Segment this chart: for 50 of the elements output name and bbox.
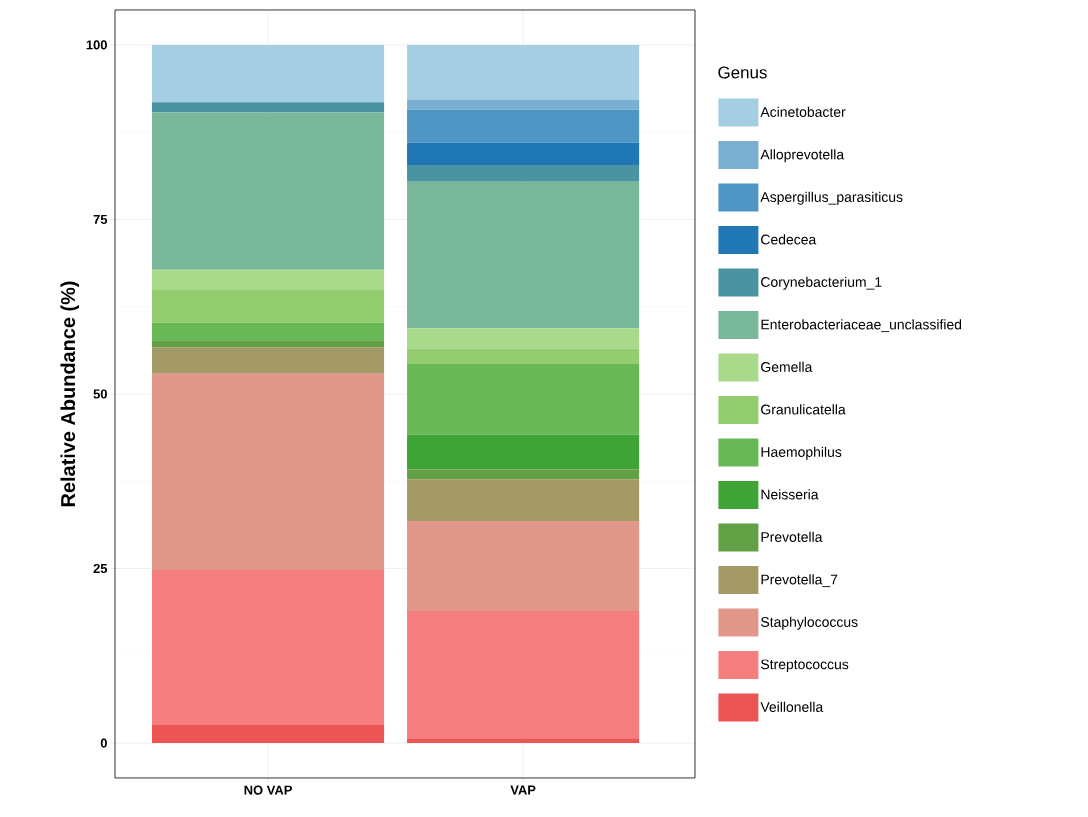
legend-label: Veillonella — [760, 701, 824, 712]
legend-label: Cedecea — [761, 234, 817, 245]
bar — [407, 328, 640, 349]
y-tick-label: 0 — [100, 738, 107, 748]
bar — [407, 479, 640, 522]
bar — [151, 340, 385, 348]
bar — [407, 521, 640, 612]
bar — [151, 44, 385, 103]
legend-label: Alloprevotella — [760, 149, 845, 163]
bar — [407, 469, 640, 480]
legend-label: Prevotella_7 — [761, 574, 838, 588]
legend-label: Corynebacterium_1 — [761, 276, 882, 290]
y-axis-title: Relative Abundance (%) — [60, 281, 80, 507]
bar — [407, 181, 640, 329]
bar — [407, 363, 640, 435]
y-tick-label: 75 — [93, 214, 108, 224]
x-tick-label: NO VAP — [244, 785, 292, 795]
bar — [151, 373, 385, 570]
legend-label: Gemella — [761, 361, 813, 372]
bar — [407, 44, 640, 101]
bar — [407, 738, 640, 744]
legend-label: Staphylococcus — [761, 616, 858, 630]
legend-title: Genus — [718, 66, 767, 79]
legend-label: Neisseria — [761, 489, 819, 500]
bar — [151, 569, 385, 725]
bar — [407, 109, 640, 143]
bar — [151, 269, 385, 290]
legend-label: Haemophilus — [761, 446, 842, 460]
y-tick-label: 100 — [86, 40, 107, 50]
legend-label: Aspergillus_parasiticus — [760, 191, 903, 205]
bar — [407, 611, 640, 739]
legend-label: Enterobacteriaceae_unclassified — [761, 319, 962, 333]
legend-label: Prevotella — [761, 531, 823, 542]
legend-label: Streptococcus — [761, 659, 849, 673]
bar — [407, 164, 640, 182]
bar — [151, 289, 385, 323]
bar — [151, 112, 385, 270]
bar — [151, 322, 385, 341]
legend-label: Acinetobacter — [760, 106, 846, 117]
bar — [407, 100, 640, 110]
y-tick-label: 50 — [93, 389, 107, 399]
legend-label: Granulicatella — [761, 404, 846, 415]
bar — [407, 434, 640, 470]
bar — [407, 348, 640, 364]
bar — [151, 347, 385, 374]
bar — [407, 142, 640, 165]
bar — [151, 102, 385, 113]
y-tick-label: 25 — [93, 563, 108, 574]
bar — [151, 724, 385, 744]
x-tick-label: VAP — [510, 785, 536, 795]
